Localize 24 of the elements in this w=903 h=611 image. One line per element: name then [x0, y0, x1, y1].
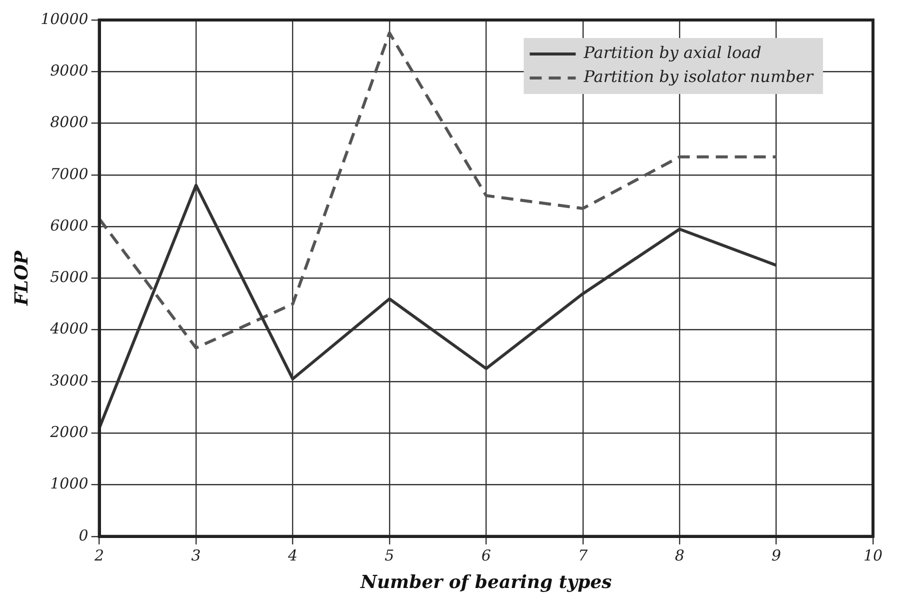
x-tick-label: 4: [286, 546, 298, 564]
y-tick-label: 2000: [49, 423, 89, 442]
y-axis-title: FLOP: [11, 250, 32, 307]
legend-label: Partition by isolator number: [582, 67, 814, 86]
x-tick-label: 2: [94, 546, 104, 564]
y-tick-label: 6000: [50, 216, 89, 234]
y-tick-label: 4000: [49, 320, 89, 338]
y-tick-label: 9000: [50, 62, 89, 80]
x-tick-label: 10: [863, 546, 883, 564]
y-tick-label: 1000: [50, 474, 89, 493]
x-axis-title: Number of bearing types: [360, 572, 612, 593]
x-tick-label: 3: [191, 546, 201, 564]
x-tick-label: 5: [384, 546, 394, 564]
y-tick-label: 3000: [50, 371, 89, 390]
y-tick-label: 8000: [50, 113, 89, 132]
x-tick-label: 6: [481, 546, 492, 564]
y-tick-label: 7000: [50, 164, 89, 183]
y-tick-label: 5000: [50, 268, 89, 286]
y-tick-label: 10000: [40, 10, 89, 28]
y-tick-label: 0: [78, 526, 89, 544]
x-tick-label: 8: [674, 546, 684, 564]
legend-label: Partition by axial load: [582, 43, 762, 62]
x-tick-label: 9: [772, 546, 782, 564]
x-tick-label: 7: [578, 546, 588, 564]
